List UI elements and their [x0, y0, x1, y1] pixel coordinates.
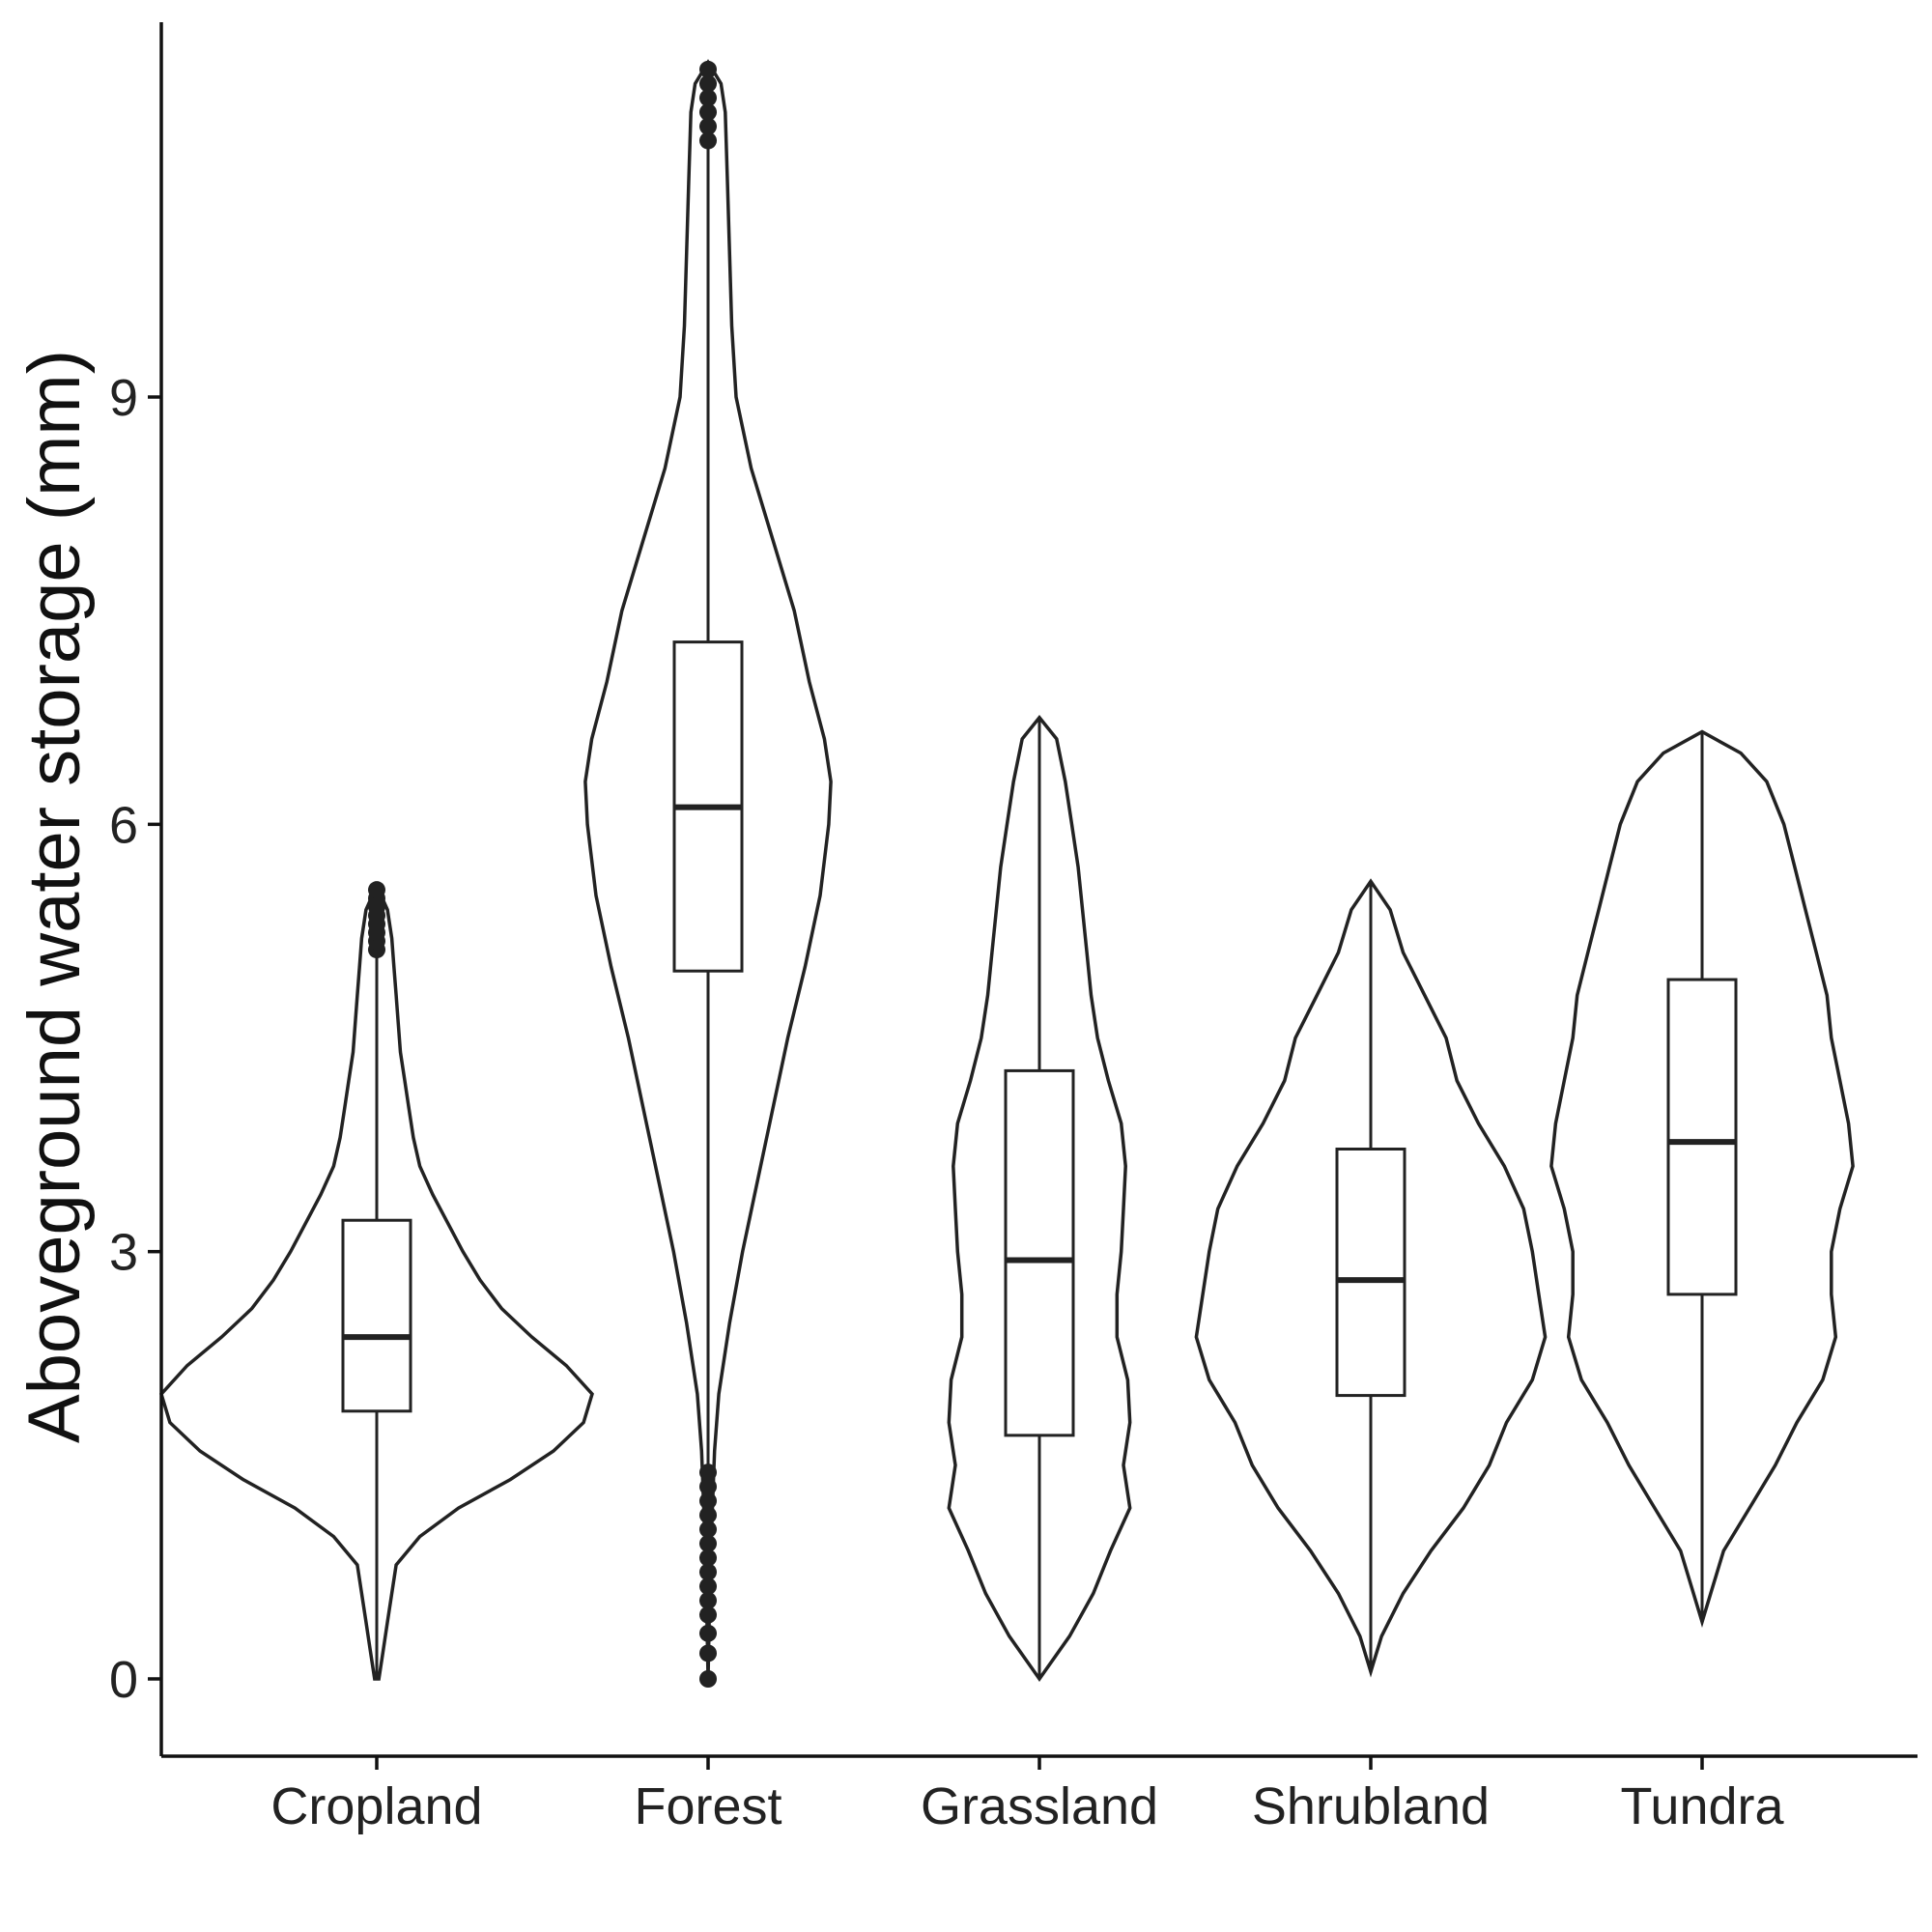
y-tick-label-0: 0 [109, 1651, 138, 1709]
outlier-forest-18 [699, 74, 717, 93]
outlier-forest-2 [699, 1624, 717, 1642]
outlier-forest-1 [699, 1644, 717, 1662]
x-tick-label-tundra: Tundra [1620, 1777, 1784, 1835]
outlier-forest-5 [699, 1577, 717, 1596]
outlier-forest-16 [699, 103, 717, 122]
outlier-forest-10 [699, 1506, 717, 1524]
outlier-forest-15 [699, 117, 717, 135]
outlier-cropland-7 [368, 881, 385, 899]
outlier-forest-7 [699, 1548, 717, 1567]
box-tundra [1666, 978, 1738, 1296]
outlier-forest-14 [699, 131, 717, 150]
x-tick-label-grassland: Grassland [921, 1777, 1158, 1835]
outlier-forest-13 [699, 1463, 717, 1482]
y-tick-label-6: 6 [109, 796, 138, 854]
outlier-forest-3 [699, 1605, 717, 1624]
outlier-forest-0 [699, 1670, 717, 1688]
box-grassland [1004, 1068, 1075, 1437]
y-tick-label-3: 3 [109, 1224, 138, 1282]
box-shrubland [1335, 1148, 1406, 1398]
outlier-forest-8 [699, 1534, 717, 1552]
violin-shrubland [1194, 878, 1548, 1678]
outlier-forest-17 [699, 89, 717, 107]
outlier-forest-9 [699, 1520, 717, 1539]
outlier-forest-19 [699, 60, 717, 78]
y-tick-label-9: 9 [109, 369, 138, 427]
y-axis-title: Aboveground water storage (mm) [14, 350, 96, 1443]
box-cropland [341, 1218, 412, 1413]
x-tick-label-shrubland: Shrubland [1252, 1777, 1490, 1835]
x-tick-label-cropland: Cropland [270, 1777, 482, 1835]
outlier-forest-12 [699, 1477, 717, 1495]
plot-area [159, 59, 1855, 1688]
x-tick-label-forest: Forest [634, 1777, 781, 1835]
axes: Cropland Forest Grassland Shrubland Tundra 0 3… [109, 22, 1918, 1835]
outlier-forest-4 [699, 1591, 717, 1609]
outlier-forest-11 [699, 1492, 717, 1510]
outlier-forest-6 [699, 1563, 717, 1581]
